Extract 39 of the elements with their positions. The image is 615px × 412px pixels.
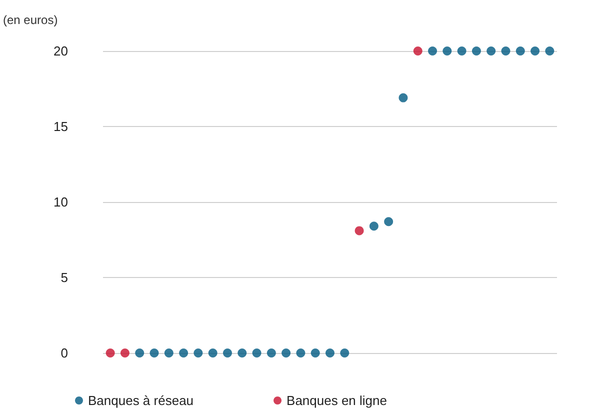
point [428, 46, 438, 56]
point [266, 348, 276, 358]
y-tick-label: 0 [60, 346, 68, 360]
point [340, 348, 350, 358]
y-tick-label: 5 [60, 270, 68, 285]
y-axis-title: (en euros) [3, 13, 58, 27]
legend-label: Banques en ligne [286, 393, 388, 408]
point [326, 348, 334, 358]
point [150, 348, 159, 358]
point [179, 348, 188, 358]
point [354, 226, 364, 236]
y-tick-label: 20 [54, 44, 68, 58]
point [194, 348, 203, 358]
point [442, 46, 452, 56]
point [486, 46, 496, 56]
point [413, 46, 422, 56]
point [164, 348, 174, 358]
y-tick-label: 10 [54, 194, 68, 210]
legend-label: Banques à réseau [88, 393, 194, 408]
point [369, 222, 378, 231]
point [310, 348, 320, 358]
point [472, 46, 481, 56]
point [282, 348, 291, 358]
point [120, 348, 130, 358]
point [238, 348, 247, 358]
point [501, 46, 510, 56]
point [252, 348, 262, 358]
point [222, 348, 232, 358]
point [208, 348, 218, 358]
point [296, 348, 306, 358]
point [530, 46, 540, 56]
point [384, 217, 394, 226]
point [135, 348, 144, 358]
point [106, 348, 115, 358]
point [516, 46, 525, 56]
point [545, 46, 554, 56]
point [457, 46, 466, 56]
point [398, 93, 408, 102]
y-tick-label: 15 [54, 119, 68, 134]
